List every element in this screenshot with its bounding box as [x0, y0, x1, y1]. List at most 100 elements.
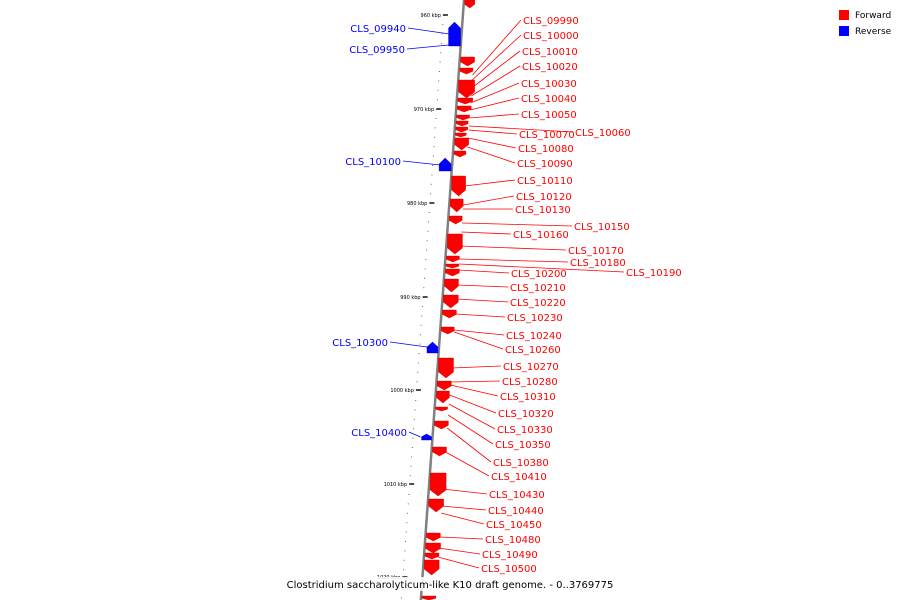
gene-label-forward[interactable]: CLS_10190 — [626, 268, 682, 279]
gene-forward[interactable] — [458, 79, 475, 99]
label-leader-reverse — [407, 27, 450, 35]
gene-forward[interactable] — [436, 390, 450, 404]
gene-reverse[interactable] — [421, 433, 432, 441]
gene-label-forward[interactable]: CLS_10090 — [517, 159, 573, 170]
gene-forward[interactable] — [459, 67, 474, 75]
gene-forward[interactable] — [441, 326, 455, 335]
gene-reverse[interactable] — [448, 21, 461, 47]
gene-forward[interactable] — [435, 406, 448, 412]
gene-label-forward[interactable]: CLS_10280 — [502, 377, 558, 388]
gene-reverse[interactable] — [438, 157, 452, 172]
gene-label-forward[interactable]: CLS_10120 — [516, 192, 572, 203]
gene-forward[interactable] — [453, 150, 467, 158]
gene-label-forward[interactable]: CLS_10060 — [575, 128, 631, 139]
gene-forward[interactable] — [424, 552, 440, 560]
gene-label-forward[interactable]: CLS_10010 — [522, 47, 578, 58]
gene-forward[interactable] — [447, 233, 463, 255]
gene-label-forward[interactable]: CLS_10030 — [521, 79, 577, 90]
gene-forward[interactable] — [429, 472, 447, 497]
gene-forward[interactable] — [423, 559, 440, 576]
gene-forward[interactable] — [442, 309, 457, 319]
gene-label-forward[interactable]: CLS_10200 — [511, 269, 567, 280]
gene-forward[interactable] — [456, 105, 472, 113]
gene-forward[interactable] — [426, 532, 441, 542]
genome-backbone-line — [419, 0, 466, 600]
gene-forward[interactable] — [443, 294, 459, 309]
gene-label-forward[interactable]: CLS_10210 — [510, 283, 566, 294]
gene-reverse[interactable] — [426, 341, 439, 354]
gene-label-forward[interactable]: CLS_10130 — [515, 205, 571, 216]
gene-label-forward[interactable]: CLS_10500 — [481, 564, 537, 575]
gene-label-forward[interactable]: CLS_10320 — [498, 409, 554, 420]
gene-label-forward[interactable]: CLS_10150 — [574, 222, 630, 233]
gene-label-forward[interactable]: CLS_10410 — [491, 472, 547, 483]
gene-forward[interactable] — [425, 542, 441, 554]
minor-tick — [434, 136, 436, 138]
gene-forward[interactable] — [457, 97, 473, 105]
minor-tick — [440, 52, 442, 54]
gene-label-forward[interactable]: CLS_10270 — [503, 362, 559, 373]
minor-tick — [406, 522, 408, 524]
gene-label-forward[interactable]: CLS_10020 — [522, 62, 578, 73]
gene-label-forward[interactable]: CLS_10440 — [488, 506, 544, 517]
gene-forward[interactable] — [464, 0, 475, 9]
gene-label-reverse[interactable]: CLS_10400 — [351, 428, 407, 439]
gene-label-forward[interactable]: CLS_10230 — [507, 313, 563, 324]
gene-label-reverse[interactable]: CLS_09940 — [350, 24, 406, 35]
minor-tick — [442, 24, 444, 25]
gene-label-forward[interactable]: CLS_10180 — [570, 258, 626, 269]
gene-label-forward[interactable]: CLS_10350 — [495, 440, 551, 451]
gene-label-forward[interactable]: CLS_10050 — [521, 110, 577, 121]
gene-forward[interactable] — [455, 120, 469, 127]
gene-forward[interactable] — [460, 56, 475, 67]
gene-forward[interactable] — [455, 132, 467, 138]
gene-label-forward[interactable]: CLS_10080 — [518, 144, 574, 155]
gene-label-forward[interactable]: CLS_10220 — [510, 298, 566, 309]
minor-tick — [440, 42, 442, 44]
gene-label-forward[interactable]: CLS_10310 — [500, 392, 556, 403]
label-leader-forward — [461, 222, 573, 227]
gene-forward[interactable] — [445, 268, 460, 277]
gene-label-forward[interactable]: CLS_10000 — [523, 31, 579, 42]
tick-label: 990 kbp — [400, 295, 420, 301]
label-leader-forward — [440, 512, 485, 525]
gene-forward[interactable] — [450, 198, 464, 213]
gene-forward[interactable] — [421, 595, 437, 600]
gene-forward[interactable] — [454, 137, 469, 151]
gene-label-reverse[interactable]: CLS_10100 — [345, 157, 401, 168]
gene-label-forward[interactable]: CLS_10490 — [482, 550, 538, 561]
minor-tick — [417, 371, 419, 373]
gene-forward[interactable] — [444, 278, 459, 293]
gene-label-forward[interactable]: CLS_10260 — [505, 345, 561, 356]
gene-label-forward[interactable]: CLS_10240 — [506, 331, 562, 342]
gene-label-forward[interactable]: CLS_10070 — [519, 130, 575, 141]
label-leader-forward — [441, 505, 487, 511]
minor-tick — [419, 334, 421, 336]
gene-forward[interactable] — [446, 255, 460, 263]
gene-label-forward[interactable]: CLS_10170 — [568, 246, 624, 257]
gene-label-forward[interactable]: CLS_10160 — [513, 230, 569, 241]
gene-label-forward[interactable]: CLS_10330 — [497, 425, 553, 436]
gene-label-forward[interactable]: CLS_09990 — [523, 16, 579, 27]
gene-label-forward[interactable]: CLS_10110 — [517, 176, 573, 187]
minor-tick — [419, 343, 421, 345]
gene-label-forward[interactable]: CLS_10040 — [521, 94, 577, 105]
gene-forward[interactable] — [432, 446, 447, 457]
gene-forward[interactable] — [438, 357, 454, 379]
gene-forward[interactable] — [437, 380, 452, 391]
gene-forward[interactable] — [455, 126, 468, 133]
label-leader-forward — [470, 65, 521, 97]
gene-forward[interactable] — [434, 420, 449, 430]
gene-label-forward[interactable]: CLS_10480 — [485, 535, 541, 546]
gene-forward[interactable] — [448, 215, 463, 225]
gene-label-forward[interactable]: CLS_10380 — [493, 458, 549, 469]
gene-label-forward[interactable]: CLS_10450 — [486, 520, 542, 531]
minor-tick — [426, 240, 428, 242]
gene-forward[interactable] — [456, 114, 470, 121]
gene-label-reverse[interactable]: CLS_09950 — [349, 45, 405, 56]
gene-label-reverse[interactable]: CLS_10300 — [332, 338, 388, 349]
gene-forward[interactable] — [428, 498, 444, 513]
gene-label-forward[interactable]: CLS_10430 — [489, 490, 545, 501]
gene-forward[interactable] — [445, 263, 460, 269]
gene-forward[interactable] — [451, 175, 466, 197]
